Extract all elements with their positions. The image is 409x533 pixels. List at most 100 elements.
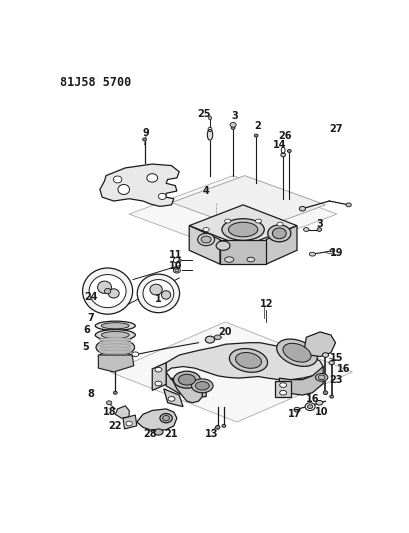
- Ellipse shape: [83, 268, 133, 314]
- Ellipse shape: [168, 397, 175, 401]
- Ellipse shape: [222, 424, 226, 427]
- Ellipse shape: [95, 329, 135, 341]
- Ellipse shape: [216, 425, 220, 429]
- Ellipse shape: [163, 415, 170, 421]
- Ellipse shape: [98, 281, 111, 294]
- Ellipse shape: [281, 153, 285, 157]
- Ellipse shape: [256, 219, 262, 223]
- Text: 21: 21: [165, 429, 178, 439]
- Ellipse shape: [346, 203, 351, 207]
- Polygon shape: [137, 409, 177, 431]
- Ellipse shape: [150, 284, 162, 295]
- Polygon shape: [166, 372, 206, 398]
- Text: 24: 24: [84, 292, 97, 302]
- Text: 11: 11: [169, 250, 182, 260]
- Polygon shape: [166, 343, 323, 379]
- Text: 14: 14: [273, 140, 287, 150]
- Ellipse shape: [105, 288, 111, 294]
- Ellipse shape: [305, 403, 315, 410]
- Text: 10: 10: [315, 407, 328, 417]
- Ellipse shape: [209, 116, 211, 120]
- Polygon shape: [220, 239, 266, 264]
- Polygon shape: [129, 175, 337, 253]
- Text: 3: 3: [317, 219, 324, 229]
- Text: 26: 26: [279, 131, 292, 141]
- Ellipse shape: [106, 401, 112, 405]
- Ellipse shape: [309, 252, 315, 256]
- Ellipse shape: [113, 176, 122, 183]
- Text: 15: 15: [330, 353, 344, 363]
- Text: 28: 28: [143, 429, 157, 439]
- Text: 8: 8: [87, 389, 94, 399]
- Ellipse shape: [322, 353, 328, 357]
- Polygon shape: [275, 381, 291, 397]
- Ellipse shape: [99, 347, 131, 351]
- Ellipse shape: [154, 429, 163, 435]
- Ellipse shape: [143, 138, 146, 141]
- Polygon shape: [98, 355, 134, 372]
- Ellipse shape: [225, 219, 231, 223]
- Ellipse shape: [173, 371, 200, 388]
- Ellipse shape: [272, 228, 286, 239]
- Ellipse shape: [231, 126, 235, 130]
- Ellipse shape: [247, 257, 255, 262]
- Text: 9: 9: [143, 128, 149, 138]
- Ellipse shape: [236, 352, 261, 368]
- Ellipse shape: [198, 233, 215, 246]
- Text: 12: 12: [259, 299, 273, 309]
- Polygon shape: [110, 322, 353, 422]
- Ellipse shape: [175, 269, 179, 272]
- Text: 18: 18: [103, 407, 117, 417]
- Text: 22: 22: [108, 421, 122, 431]
- Ellipse shape: [207, 130, 213, 140]
- Ellipse shape: [201, 236, 211, 243]
- Text: 10: 10: [169, 262, 182, 271]
- Ellipse shape: [323, 391, 328, 394]
- Ellipse shape: [155, 381, 162, 386]
- Polygon shape: [171, 378, 202, 403]
- Ellipse shape: [178, 374, 196, 385]
- Polygon shape: [189, 205, 297, 246]
- Ellipse shape: [205, 336, 215, 343]
- Text: 4: 4: [203, 186, 209, 196]
- Ellipse shape: [132, 352, 139, 357]
- Text: 17: 17: [288, 409, 301, 419]
- Ellipse shape: [147, 174, 157, 182]
- Ellipse shape: [101, 332, 129, 338]
- Ellipse shape: [299, 206, 306, 211]
- Ellipse shape: [203, 228, 209, 231]
- Text: 20: 20: [219, 327, 232, 337]
- Ellipse shape: [214, 335, 221, 340]
- Ellipse shape: [222, 219, 264, 240]
- Polygon shape: [100, 164, 179, 206]
- Ellipse shape: [316, 400, 323, 405]
- Ellipse shape: [315, 374, 328, 381]
- Ellipse shape: [99, 338, 131, 342]
- Ellipse shape: [118, 184, 130, 195]
- Ellipse shape: [108, 289, 119, 298]
- Text: 13: 13: [205, 429, 218, 439]
- Text: 81J58 5700: 81J58 5700: [60, 76, 131, 90]
- Ellipse shape: [160, 414, 172, 423]
- Text: 2: 2: [254, 120, 261, 131]
- Ellipse shape: [191, 379, 213, 393]
- Text: 5: 5: [83, 342, 90, 352]
- Ellipse shape: [329, 361, 334, 365]
- Text: 3: 3: [231, 110, 238, 120]
- Ellipse shape: [280, 391, 287, 395]
- Ellipse shape: [330, 395, 334, 398]
- Ellipse shape: [162, 290, 171, 299]
- Polygon shape: [266, 225, 297, 264]
- Text: 6: 6: [83, 325, 90, 335]
- Ellipse shape: [101, 322, 129, 329]
- Ellipse shape: [229, 222, 258, 237]
- Ellipse shape: [288, 149, 291, 152]
- Ellipse shape: [113, 391, 117, 394]
- Polygon shape: [115, 406, 129, 418]
- Ellipse shape: [173, 268, 180, 273]
- Polygon shape: [164, 389, 183, 407]
- Ellipse shape: [229, 349, 267, 372]
- Ellipse shape: [95, 321, 135, 330]
- Ellipse shape: [268, 225, 291, 242]
- Ellipse shape: [308, 405, 313, 408]
